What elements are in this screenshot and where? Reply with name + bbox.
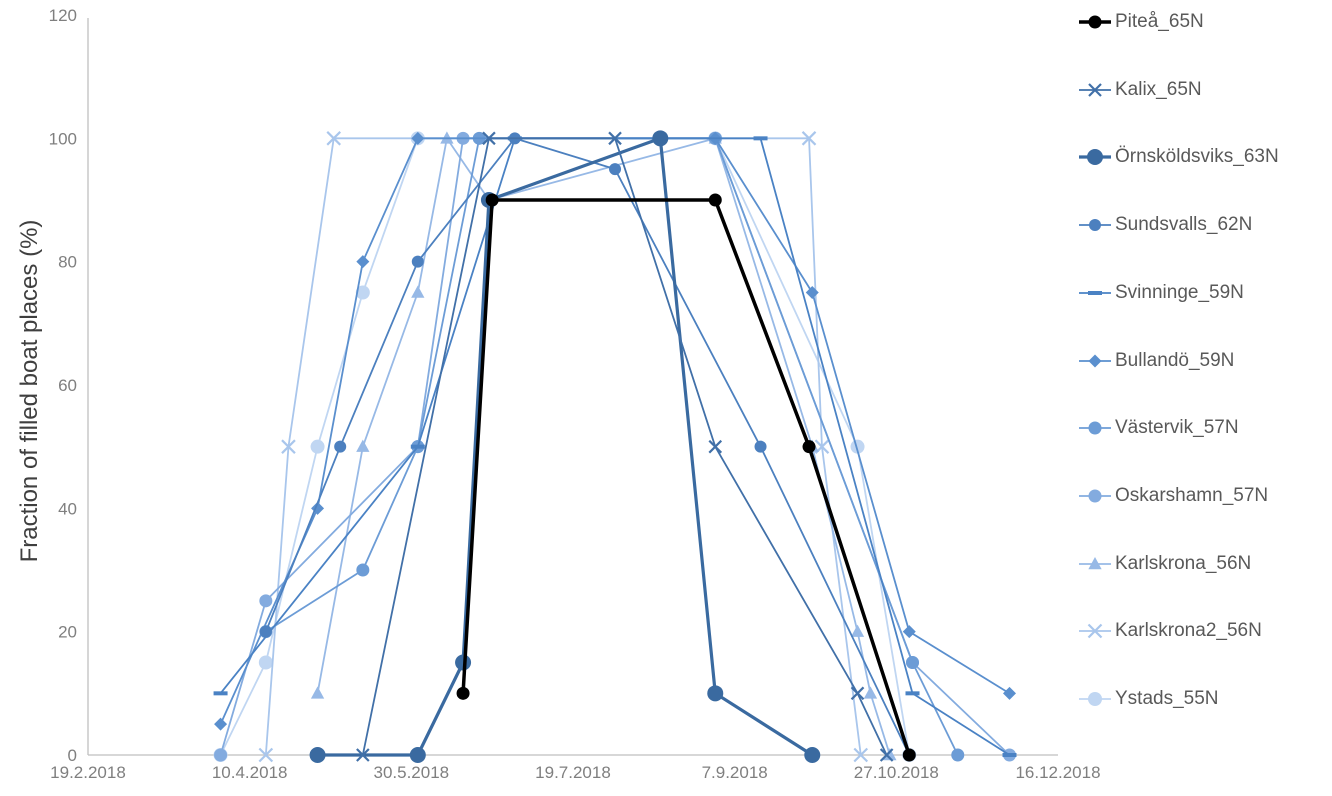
legend-label: Örnsköldsviks_63N [1115, 146, 1279, 168]
x-axis-tick-label: 19.2.2018 [50, 763, 126, 782]
series-kalix-65n [356, 131, 894, 762]
y-axis-tick-label: 40 [58, 499, 77, 518]
legend-label: Västervik_57N [1115, 417, 1239, 439]
legend-marker-circle-icon [1079, 149, 1111, 166]
legend-marker-diamond-icon [1079, 354, 1111, 367]
legend-item--rnsk-ldsviks-63n: Örnsköldsviks_63N [1078, 143, 1279, 171]
legend-marker-circle-icon [1079, 15, 1111, 29]
x-axis-tick-label: 7.9.2018 [702, 763, 768, 782]
legend-marker-x-icon [1079, 82, 1111, 97]
x-axis-tick-label: 19.7.2018 [535, 763, 611, 782]
y-axis-tick-label: 60 [58, 376, 77, 395]
legend-marker-triangle-icon [1079, 556, 1111, 569]
legend-label: Kalix_65N [1115, 78, 1202, 100]
x-axis-tick-label: 30.5.2018 [374, 763, 450, 782]
legend-label: Ystads_55N [1115, 688, 1219, 709]
legend-marker-dash-icon [1079, 290, 1111, 295]
x-axis-tick-label: 16.12.2018 [1015, 763, 1100, 782]
legend-marker-x-icon [1079, 624, 1111, 639]
axes: 0 20 40 60 80 100 120 19.2.2018 10.4.2018 30.5.20… [49, 6, 1101, 782]
legend-item-svinninge-59n: Svinninge_59N [1078, 279, 1244, 307]
y-axis-tick-label: 20 [58, 623, 77, 642]
legend-marker-circle-icon [1079, 219, 1111, 232]
y-axis-tick-label: 100 [49, 129, 77, 148]
legend-label: Karlskrona2_56N [1115, 620, 1262, 642]
legend-marker-circle-icon [1079, 692, 1111, 706]
legend-item-karlskrona2-56n: Karlskrona2_56N [1078, 617, 1262, 645]
legend-label: Svinninge_59N [1115, 281, 1244, 303]
y-axis-title: Fraction of filled boat places (%) [16, 219, 43, 563]
legend-item-karlskrona-56n: Karlskrona_56N [1078, 550, 1251, 578]
series-bulland-59n [214, 131, 1016, 731]
legend-label: Piteå_65N [1115, 11, 1204, 32]
legend-marker-circle-icon [1079, 489, 1111, 503]
series-sundsvalls-62n [259, 132, 916, 761]
series-svinninge-59n [213, 136, 1017, 757]
legend-label: Bullandö_59N [1115, 349, 1235, 371]
legend-marker-circle-icon [1079, 421, 1111, 435]
legend-label: Karlskrona_56N [1115, 552, 1252, 574]
y-axis-tick-label: 120 [49, 6, 77, 25]
legend-item-ystads-55n: Ystads_55N [1078, 685, 1219, 713]
legend-item-bulland-59n: Bullandö_59N [1078, 347, 1234, 375]
legend-item-oskarshamn-57n: Oskarshamn_57N [1078, 482, 1268, 510]
legend-label: Oskarshamn_57N [1115, 484, 1269, 506]
y-axis-tick-label: 80 [58, 253, 77, 272]
series-karlskrona2-56n [258, 131, 869, 763]
legend-item-v-stervik-57n: Västervik_57N [1078, 414, 1239, 442]
x-axis-tick-label: 10.4.2018 [212, 763, 288, 782]
x-axis-tick-label: 27.10.2018 [854, 763, 939, 782]
y-axis-tick-label: 0 [68, 746, 77, 765]
legend-label: Sundsvalls_62N [1115, 214, 1253, 236]
legend-item-pite-65n: Piteå_65N [1078, 8, 1204, 36]
series-pite-65n [456, 193, 916, 762]
legend-item-kalix-65n: Kalix_65N [1078, 76, 1202, 104]
legend-item-sundsvalls-62n: Sundsvalls_62N [1078, 211, 1252, 239]
